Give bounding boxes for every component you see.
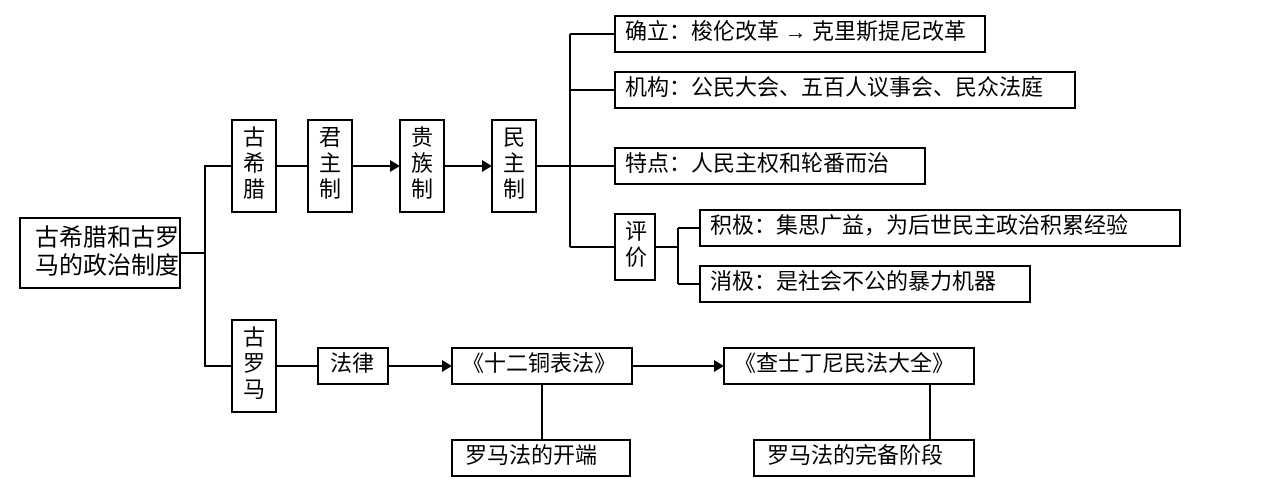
arrow-monarchy-aristocracy	[390, 160, 400, 172]
justinian-text: 《查士丁尼民法大全》	[734, 351, 954, 376]
evaluation-text2: 价	[625, 245, 647, 270]
law-text: 法律	[330, 351, 374, 376]
evaluation-text1: 评	[625, 219, 647, 244]
greece-text3: 腊	[243, 177, 265, 202]
diagram-svg: 古希腊和古罗 马的政治制度 古 希 腊 君 主 制 贵 族 制 民 主 制 确立…	[0, 0, 1280, 501]
rome-text3: 马	[243, 377, 265, 402]
arrow-twelve-justinian	[714, 360, 724, 372]
greece-text1: 古	[243, 125, 265, 150]
arrow-law-twelve	[442, 360, 452, 372]
negative-text: 消极：是社会不公的暴力机器	[710, 269, 996, 294]
connector-root-greece	[180, 166, 232, 253]
democracy-text1: 民	[503, 125, 525, 150]
features-text: 特点：人民主权和轮番而治	[625, 151, 889, 176]
roman-complete-text: 罗马法的完备阶段	[767, 443, 943, 468]
institutions-text: 机构：公民大会、五百人议事会、民众法庭	[625, 75, 1043, 100]
democracy-text3: 制	[503, 177, 525, 202]
aristocracy-text3: 制	[411, 177, 433, 202]
root-text-1: 古希腊和古罗	[35, 225, 179, 252]
democracy-text2: 主	[503, 151, 525, 176]
monarchy-text1: 君	[319, 125, 341, 150]
twelve-tables-text: 《十二铜表法》	[462, 351, 616, 376]
monarchy-text2: 主	[319, 151, 341, 176]
establish-text: 确立：梭伦改革 → 克里斯提尼改革	[625, 19, 966, 44]
root-text-2: 马的政治制度	[35, 253, 179, 280]
greece-text2: 希	[243, 151, 265, 176]
aristocracy-text2: 族	[411, 151, 433, 176]
roman-start-text: 罗马法的开端	[465, 443, 597, 468]
rome-text2: 罗	[243, 351, 265, 376]
aristocracy-text1: 贵	[411, 125, 433, 150]
rome-text1: 古	[243, 325, 265, 350]
positive-text: 积极：集思广益，为后世民主政治积累经验	[710, 213, 1128, 238]
monarchy-text3: 制	[319, 177, 341, 202]
arrow-aristocracy-democracy	[482, 160, 492, 172]
connector-root-rome	[205, 253, 232, 366]
